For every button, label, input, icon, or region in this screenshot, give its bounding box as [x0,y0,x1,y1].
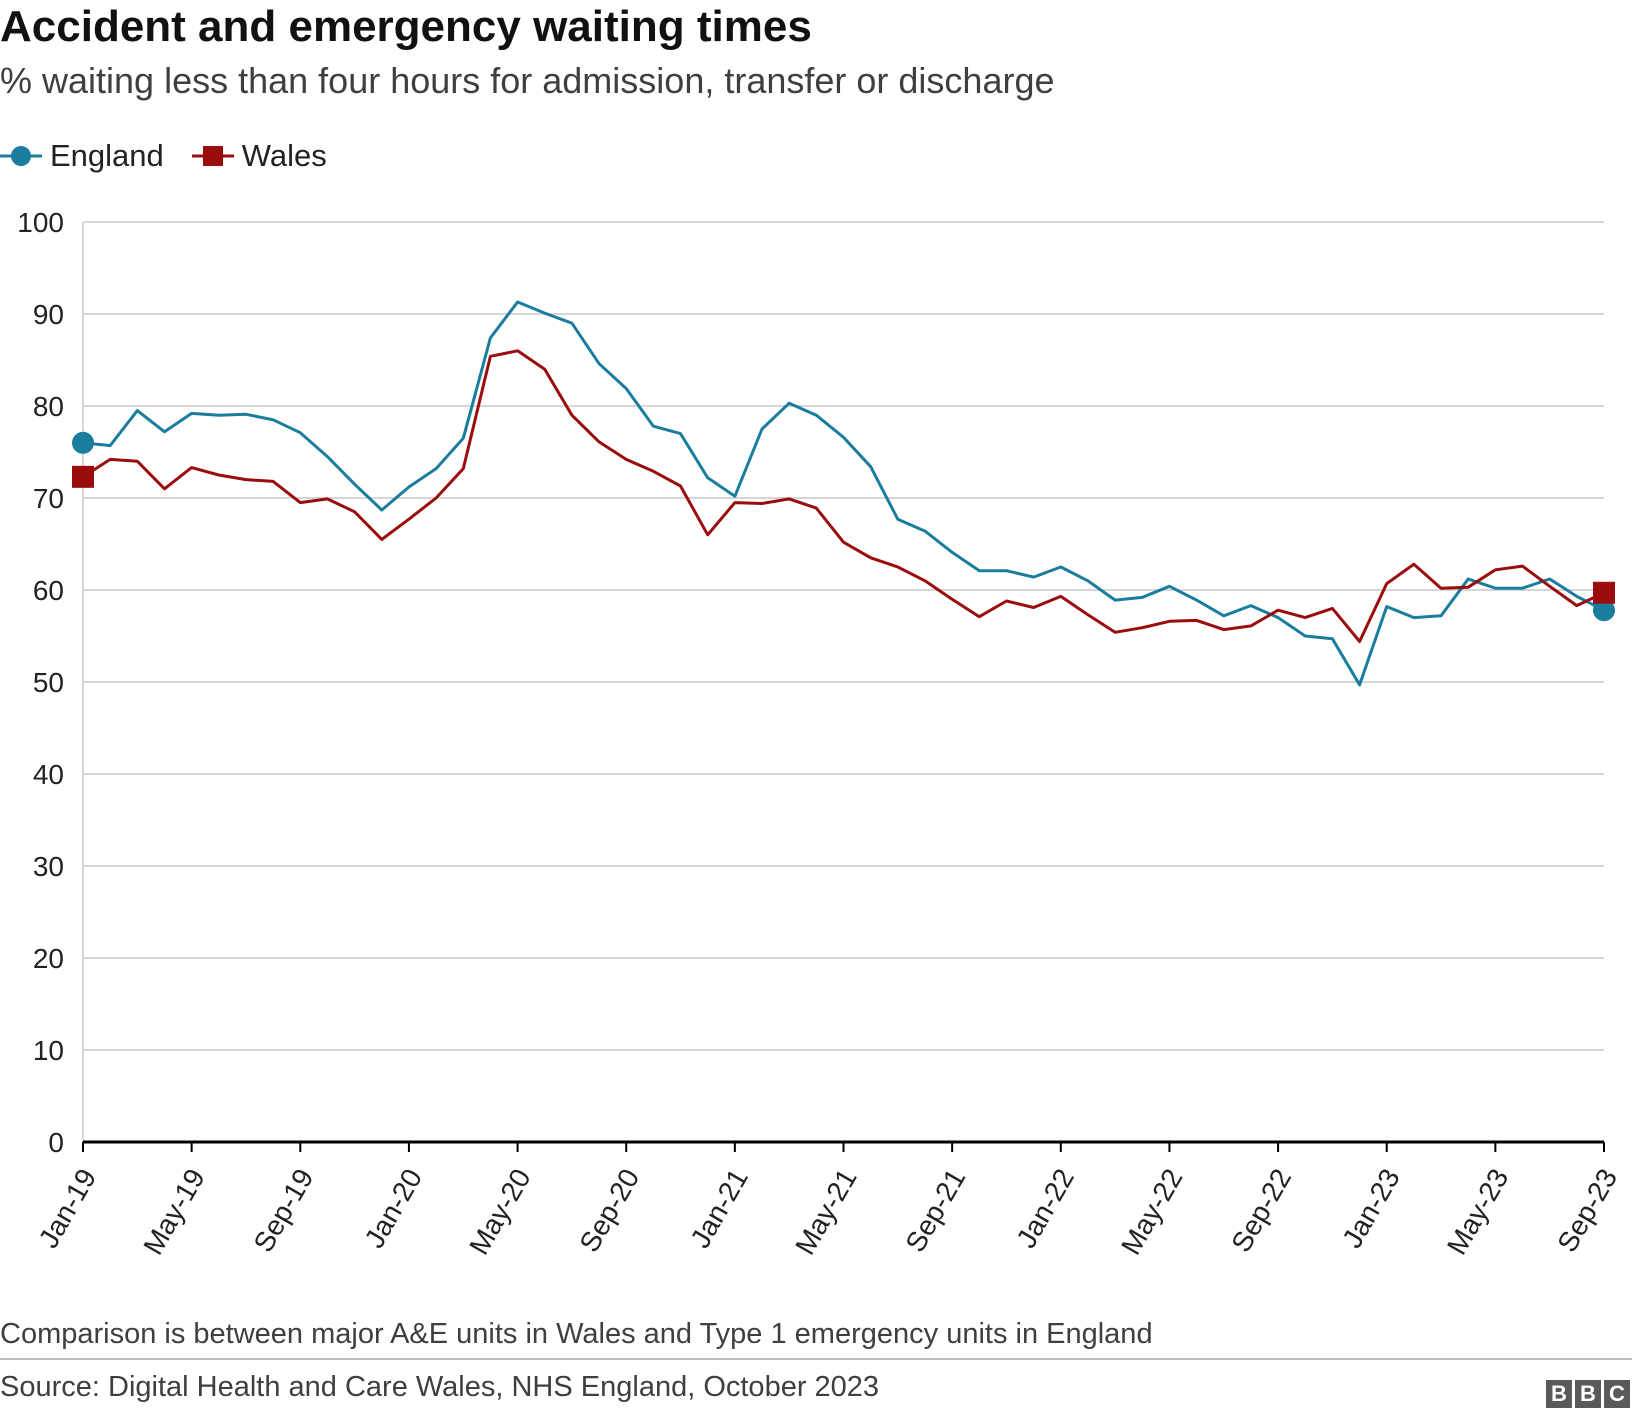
bbc-logo: B B C [1546,1380,1630,1408]
y-tick-label: 0 [48,1127,64,1158]
y-tick-label: 100 [17,207,64,238]
x-tick-label: May-20 [463,1164,537,1260]
y-tick-label: 30 [33,851,64,882]
x-tick-label: May-22 [1115,1164,1189,1260]
legend-item-wales: Wales [191,138,327,174]
x-tick-label: Jan-19 [33,1164,103,1254]
y-tick-label: 50 [33,667,64,698]
source-text: Source: Digital Health and Care Wales, N… [0,1371,880,1403]
logo-letter: C [1604,1380,1630,1408]
x-tick-label: May-23 [1441,1164,1515,1260]
legend: England Wales [0,136,355,176]
footer-divider [0,1358,1632,1360]
data-point-wales [72,465,94,488]
logo-letter: B [1546,1380,1572,1408]
chart-note: Comparison is between major A&E units in… [0,1318,1153,1350]
data-point-england [1593,599,1615,622]
y-tick-label: 90 [33,299,64,330]
x-tick-label: Sep-23 [1551,1164,1623,1258]
england-legend-marker-icon [0,146,42,166]
data-point-england [72,431,94,454]
x-tick-label: Sep-22 [1225,1164,1297,1258]
chart-subtitle: % waiting less than four hours for admis… [0,60,1055,101]
x-tick-label: May-21 [789,1164,863,1260]
x-tick-label: Sep-19 [247,1164,319,1258]
x-tick-label: May-19 [137,1164,211,1260]
y-tick-label: 80 [33,391,64,422]
x-tick-label: Jan-21 [684,1164,754,1254]
legend-label-england: England [50,138,164,173]
y-tick-label: 60 [33,575,64,606]
wales-legend-marker-icon [191,146,234,166]
series-line-england [81,300,1606,687]
line-chart: 0 10 20 30 40 50 60 70 80 90 100 Jan-19 May-19 Sep-19… [17,207,1623,1260]
y-tick-label: 70 [33,483,64,514]
y-tick-label: 40 [33,759,64,790]
x-tick-label: Jan-23 [1336,1164,1406,1254]
series-line-wales [81,349,1606,643]
x-tick-label: Jan-20 [358,1164,428,1254]
x-tick-label: Sep-21 [899,1164,971,1258]
x-tick-label: Jan-22 [1010,1164,1080,1254]
data-point-wales [1593,581,1615,604]
legend-item-england: England [0,138,164,174]
y-tick-label: 10 [33,1035,64,1066]
x-tick-label: Sep-20 [573,1164,645,1258]
logo-letter: B [1575,1380,1601,1408]
y-tick-label: 20 [33,943,64,974]
chart-title: Accident and emergency waiting times [0,2,812,51]
legend-label-wales: Wales [241,138,327,173]
